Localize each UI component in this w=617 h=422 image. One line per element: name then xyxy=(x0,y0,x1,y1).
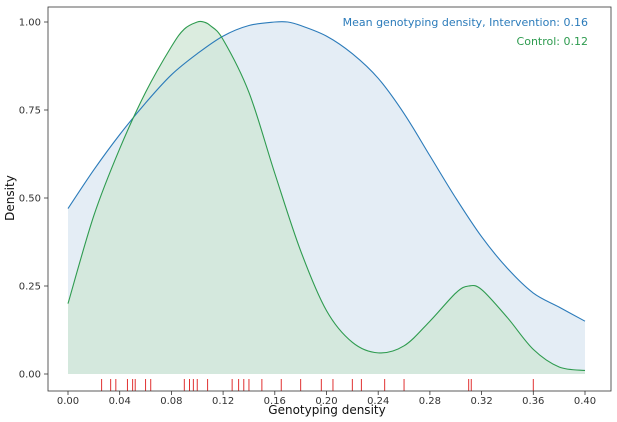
x-tick-label: 0.20 xyxy=(315,396,337,407)
x-tick-label: 0.12 xyxy=(212,396,234,407)
annotation-intervention: Mean genotyping density, Intervention: 0… xyxy=(343,16,588,29)
y-axis-title: Density xyxy=(3,175,17,221)
density-line-intervention xyxy=(67,21,586,322)
y-tick-label: 0.75 xyxy=(19,106,41,117)
x-tick-label: 0.28 xyxy=(419,396,441,407)
rug-marks xyxy=(101,379,534,391)
y-tick-label: 0.50 xyxy=(19,194,41,205)
density-lines xyxy=(67,20,586,372)
y-tick-label: 0.25 xyxy=(19,282,41,293)
x-tick-label: 0.36 xyxy=(522,396,544,407)
plot-panel-border xyxy=(47,6,612,392)
x-tick-label: 0.08 xyxy=(160,396,182,407)
annotation-control: Control: 0.12 xyxy=(517,35,588,48)
x-tick-label: 0.16 xyxy=(264,396,286,407)
y-tick-label: 1.00 xyxy=(19,18,41,29)
y-tick-label: 0.00 xyxy=(19,370,41,381)
area-fills xyxy=(68,21,585,375)
x-tick-label: 0.04 xyxy=(109,396,131,407)
x-axis: 0.00 0.04 0.08 0.12 0.16 0.20 0.24 0.28 0.32 0.36… xyxy=(57,391,596,407)
x-axis-title: Genotyping density xyxy=(268,403,385,417)
x-tick-label: 0.32 xyxy=(470,396,492,407)
x-tick-label: 0.24 xyxy=(367,396,389,407)
x-tick-label: 0.00 xyxy=(57,396,79,407)
area-fill-control xyxy=(68,21,585,375)
density-line-control xyxy=(67,20,586,372)
x-tick-label: 0.40 xyxy=(574,396,596,407)
y-axis: 0.00 0.25 0.50 0.75 1.00 xyxy=(19,18,48,381)
